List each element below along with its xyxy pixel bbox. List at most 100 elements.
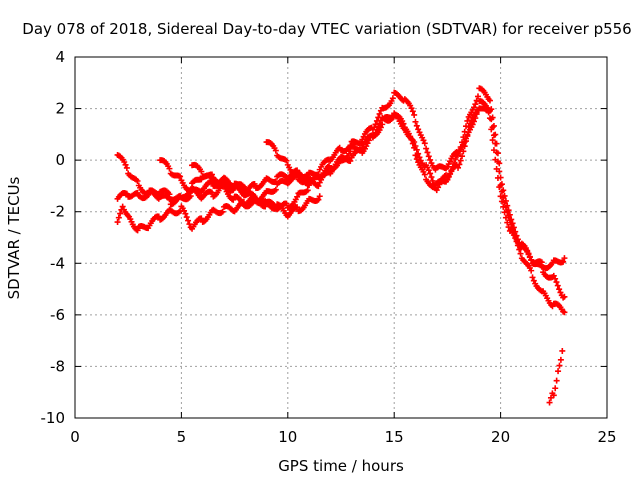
data-point [272, 147, 279, 154]
data-point [486, 97, 493, 104]
data-point [464, 117, 471, 124]
data-point [408, 105, 415, 112]
data-point [555, 368, 562, 375]
plot-frame [74, 56, 608, 419]
data-point [251, 180, 258, 187]
data-point [492, 140, 499, 147]
data-point [242, 185, 249, 192]
x-axis-label: GPS time / hours [278, 457, 404, 475]
series-track-c [114, 98, 568, 272]
data-point [182, 210, 189, 217]
data-point [471, 118, 477, 125]
data-point [409, 108, 416, 115]
data-point [460, 134, 467, 141]
data-point [425, 167, 432, 174]
data-point [497, 174, 504, 181]
data-point [272, 205, 279, 212]
data-point [500, 194, 507, 201]
data-point [304, 187, 311, 194]
data-point [513, 236, 520, 243]
data-point [389, 114, 396, 121]
data-point [412, 152, 419, 159]
chart-title: Day 078 of 2018, Sidereal Day-to-day VTE… [22, 20, 631, 38]
series-track-a [114, 105, 568, 316]
data-point [488, 116, 495, 123]
data-point [117, 210, 124, 217]
data-point [490, 132, 497, 139]
data-point [552, 275, 559, 282]
series-track-g [546, 347, 566, 406]
data-point [455, 151, 462, 158]
data-point [552, 385, 559, 392]
data-point [283, 200, 290, 207]
data-point [230, 196, 237, 203]
x-tick-label: 25 [597, 428, 616, 446]
data-point [461, 143, 468, 150]
x-tick-label: 5 [177, 428, 187, 446]
data-point [119, 203, 126, 210]
data-point [502, 204, 509, 211]
data-point [423, 145, 430, 152]
series-track-e [189, 161, 249, 192]
data-point [198, 215, 205, 222]
data-point [560, 258, 567, 265]
data-point [457, 144, 464, 151]
data-point [505, 213, 512, 220]
data-point [183, 214, 190, 221]
data-point [272, 186, 279, 193]
data-point [553, 377, 560, 384]
data-point [424, 149, 431, 156]
y-tick-label: 2 [55, 100, 65, 118]
x-tick-label: 20 [491, 428, 510, 446]
data-point [553, 279, 560, 286]
data-point [463, 138, 470, 145]
data-point [529, 274, 536, 281]
x-tick-label: 15 [385, 428, 404, 446]
data-point [546, 399, 553, 406]
data-point [208, 171, 215, 178]
data-point [561, 293, 568, 300]
data-point [474, 106, 481, 113]
data-point [413, 156, 420, 163]
data-point [409, 140, 416, 147]
data-point [472, 115, 479, 122]
data-point [427, 156, 434, 163]
y-tick-label: 0 [55, 151, 65, 169]
data-point [554, 282, 561, 289]
data-point [501, 199, 508, 206]
data-point [294, 204, 301, 211]
data-point [508, 221, 515, 228]
data-point [123, 164, 130, 171]
data-point [219, 208, 226, 215]
y-tick-label: -6 [50, 306, 65, 324]
data-point [463, 123, 470, 130]
data-point [425, 153, 432, 160]
data-point [427, 170, 434, 177]
data-point [166, 165, 173, 172]
data-point [294, 193, 301, 200]
data-point [411, 144, 418, 151]
data-point [498, 188, 505, 195]
y-tick-label: -8 [50, 357, 65, 375]
data-point [550, 392, 557, 399]
data-point [528, 257, 535, 264]
data-point [134, 227, 141, 234]
data-point [375, 123, 382, 130]
data-point [489, 124, 496, 131]
gridlines [75, 57, 607, 418]
data-point [556, 362, 563, 369]
data-point [472, 101, 479, 108]
data-point [373, 126, 380, 133]
series-track-f [263, 139, 313, 189]
data-marks [114, 85, 568, 406]
y-tick-label: 4 [55, 48, 65, 66]
data-point [185, 217, 192, 224]
data-point [509, 225, 516, 232]
data-point [460, 148, 467, 155]
data-point [459, 153, 466, 160]
x-tick-label: 10 [278, 428, 297, 446]
data-point [473, 111, 480, 118]
x-tick-label: 0 [70, 428, 80, 446]
data-point [457, 157, 464, 164]
